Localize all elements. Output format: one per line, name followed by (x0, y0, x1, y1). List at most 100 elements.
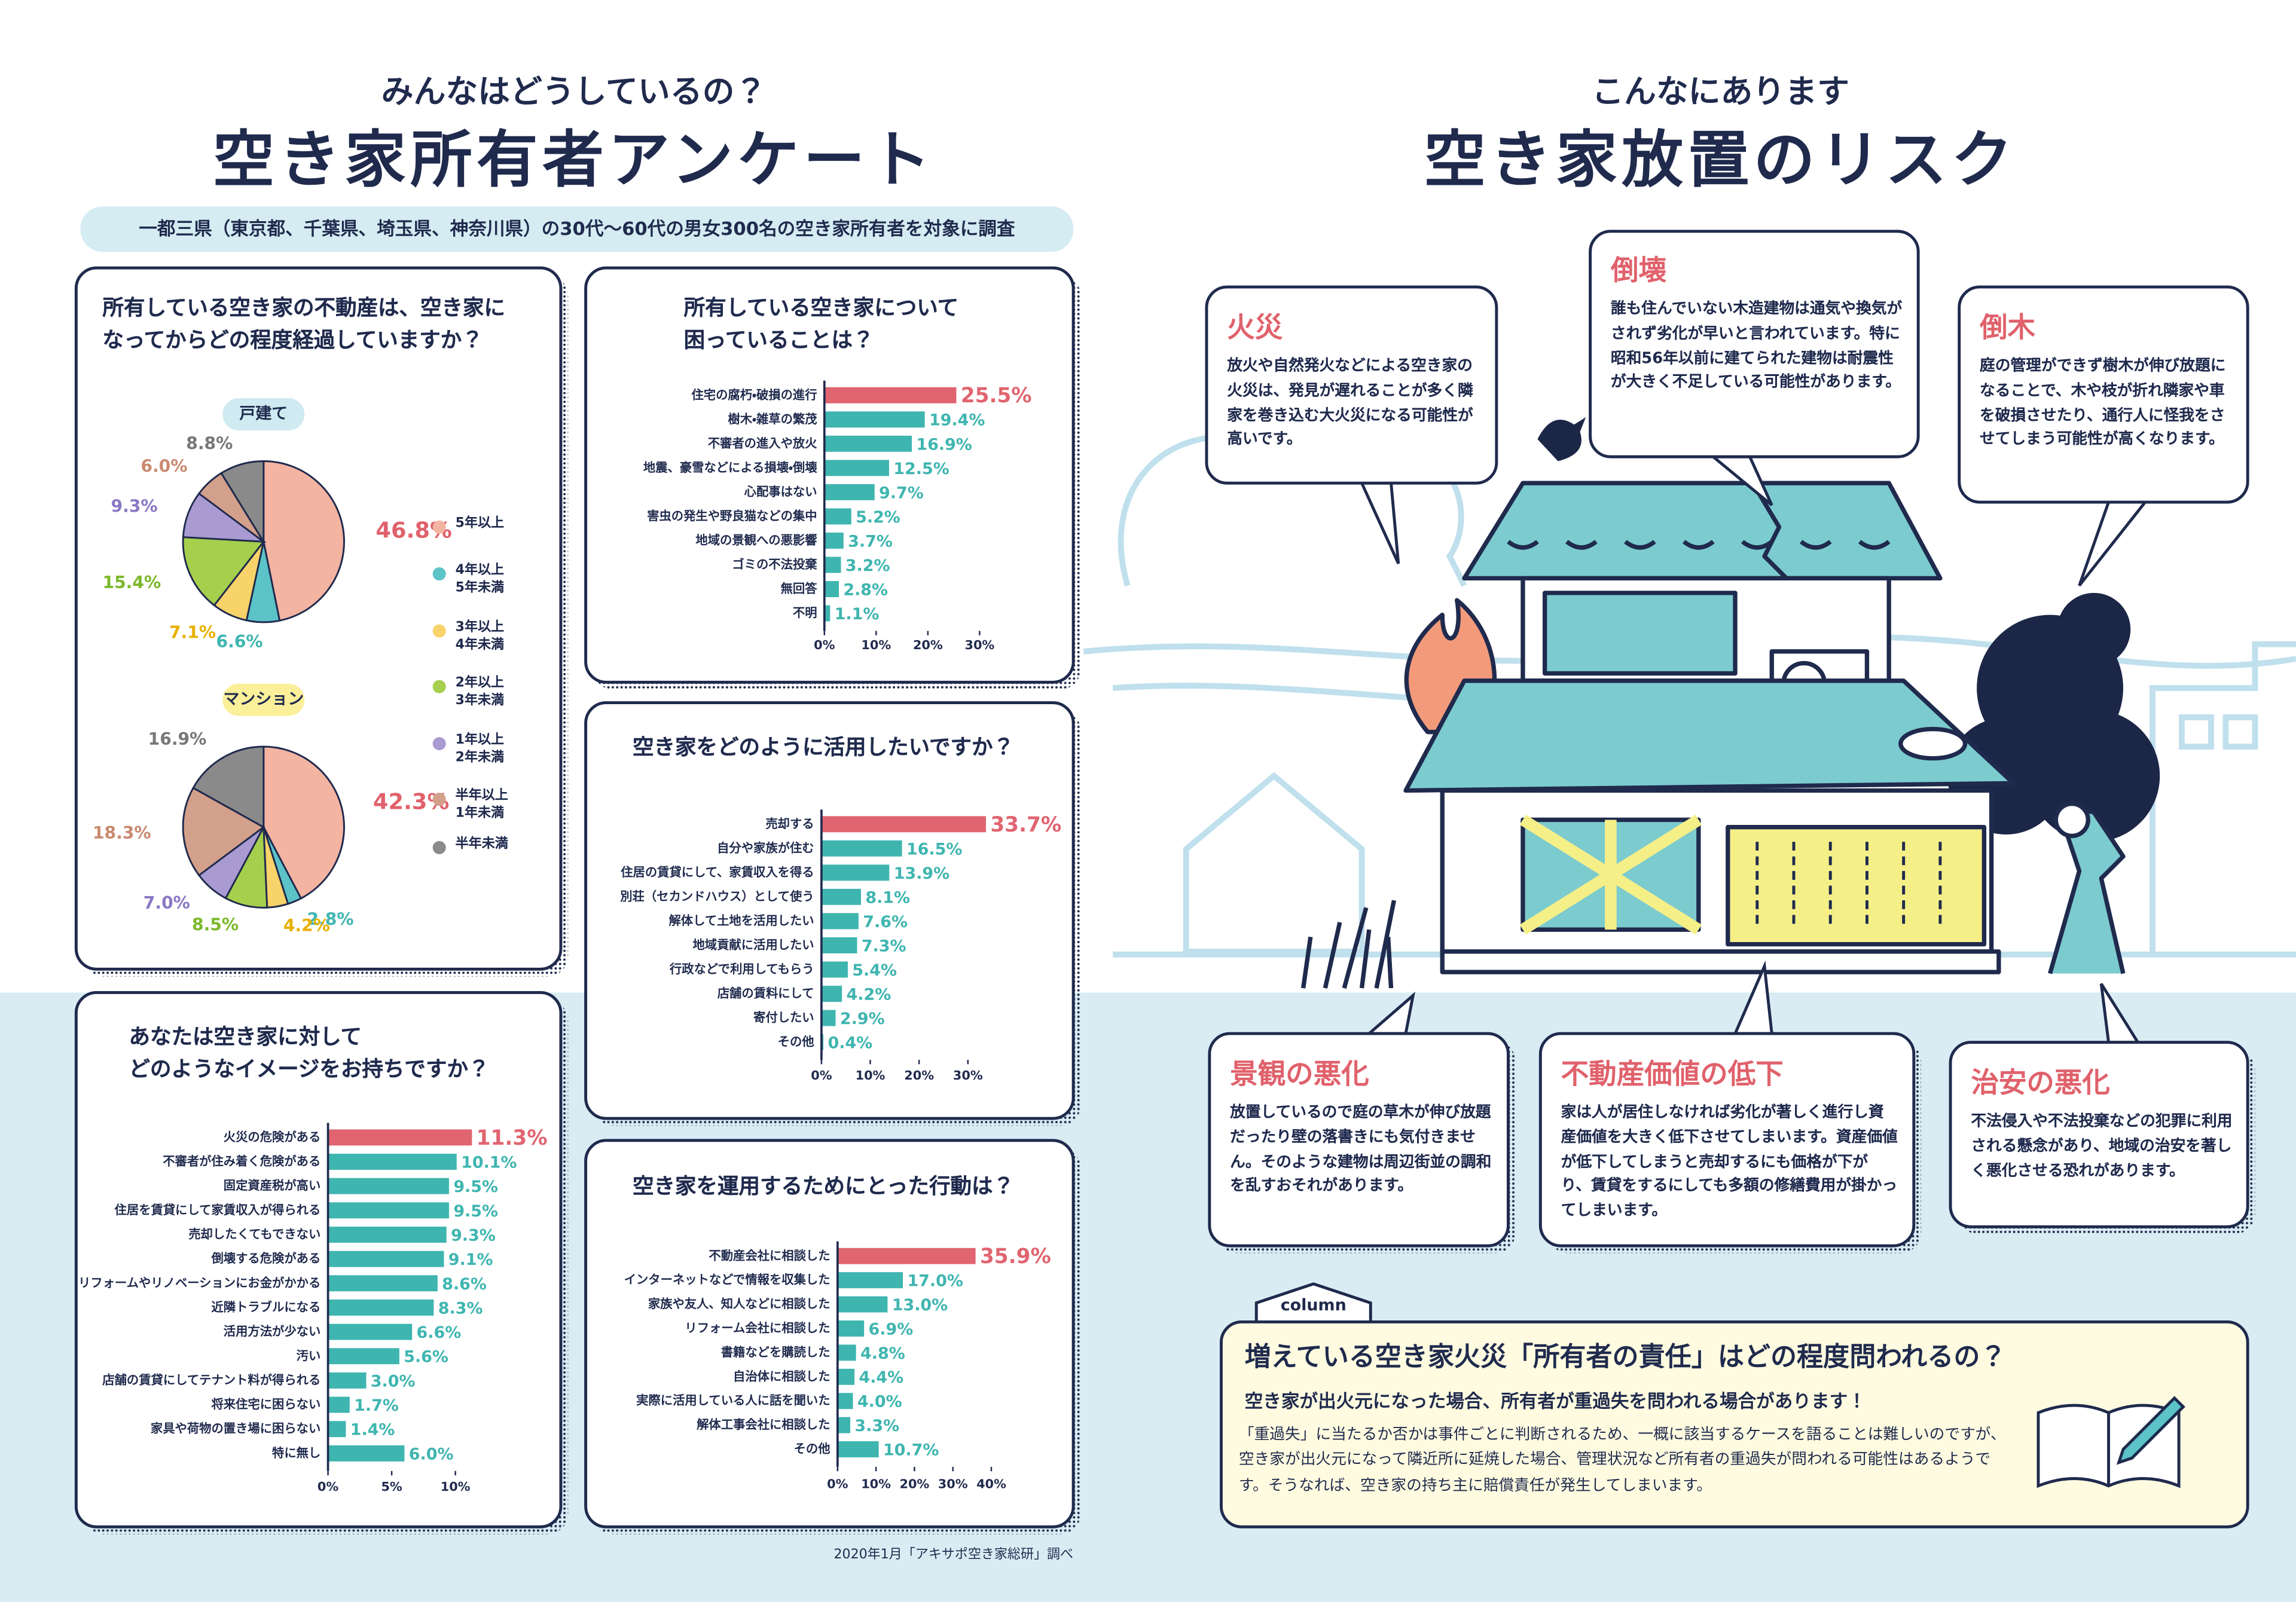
value-label: 10.7% (883, 1441, 939, 1459)
x-tick-label: 20% (899, 1476, 929, 1491)
bar (821, 1010, 836, 1026)
legend-label-frame: 5年以上 (455, 516, 505, 532)
value-label: 35.9% (980, 1245, 1051, 1268)
category-label: 地域貢献に活用したい (692, 937, 814, 952)
bar (837, 1344, 856, 1361)
legend-label-frame: 4年以上 5年未満 (455, 563, 505, 597)
category-label: 火災の危険がある (224, 1130, 321, 1144)
bar (837, 1417, 851, 1433)
risk-text: 庭の管理ができず樹木が伸び放題になることで、木や枝が折れ隣家や車を破損させたり、… (1980, 357, 2226, 449)
bar (824, 605, 831, 622)
x-tick-label: 0% (827, 1476, 848, 1491)
value-label: 7.3% (862, 937, 906, 955)
risk-text-frame: 放火や自然発火などによる空き家の火災は、発見が遅れることが多く隣家を巻き込む大火… (1227, 357, 1473, 449)
risks-title: 空き家放置のリスク (1424, 125, 2017, 196)
legend-label: 5年以上 (455, 516, 505, 532)
risk-title: 治安の悪化 (1971, 1066, 2110, 1099)
bar (821, 816, 986, 833)
question-frame: 所有している空き家の不動産は、空き家に なってからどの程度経過していますか？ (102, 297, 505, 353)
x-tick-label: 20% (904, 1068, 934, 1083)
category-label: リフォーム会社に相談した (685, 1320, 830, 1335)
category-label: 行政などで利用してもらう (669, 962, 814, 976)
bar (824, 532, 844, 549)
value-label: 9.5% (453, 1178, 498, 1196)
bar (824, 557, 841, 573)
x-tick-label: 30% (964, 638, 994, 652)
x-tick-label: 0% (317, 1479, 338, 1494)
x-tick-label: 10% (861, 1476, 891, 1491)
legend-swatch (432, 680, 446, 693)
bar (824, 411, 925, 428)
value-label: 25.5% (961, 384, 1032, 408)
category-label: 害虫の発生や野良猫などの集中 (647, 509, 817, 523)
category-label: 不審者が住み着く危険がある (163, 1154, 320, 1169)
value-label: 7.6% (863, 913, 908, 931)
category-label: 近隣トラブルになる (211, 1300, 320, 1314)
category-label: 特に無し (272, 1445, 320, 1460)
x-tick-label: 0% (811, 1068, 832, 1083)
value-label: 2.9% (840, 1010, 885, 1028)
bar (824, 484, 875, 500)
value-label: 13.9% (894, 864, 949, 883)
category-label: 不明 (793, 606, 817, 620)
pie-label: 4.2% (283, 916, 330, 935)
legend-label-frame: 半年以上 1年未満 (456, 789, 508, 821)
pie-name: マンション (224, 690, 304, 708)
value-label: 1.1% (835, 605, 880, 623)
value-label: 8.3% (438, 1299, 483, 1317)
risk-text: 放置しているので庭の草木が伸び放題だったり壁の落書きにも気付きません。そのような… (1230, 1103, 1492, 1196)
risk-title: 火災 (1227, 311, 1283, 344)
category-label: 別荘（セカンドハウス）として使う (620, 889, 814, 903)
category-label: 売却する (765, 817, 814, 831)
pie-slice (262, 745, 345, 900)
risks-kicker: こんなにあります (1592, 72, 1849, 110)
bar (824, 508, 851, 525)
bar (837, 1393, 853, 1410)
bar (837, 1320, 865, 1337)
house-illustration (1300, 417, 2160, 989)
risk-title: 倒壊 (1610, 254, 1667, 286)
category-label: インターネットなどで情報を収集した (624, 1273, 831, 1287)
legend-label: 4年以上 5年未満 (455, 563, 505, 597)
bar (824, 460, 889, 476)
value-label: 3.0% (371, 1372, 416, 1390)
bar (837, 1368, 855, 1385)
risk-text: 家は人が居住しなければ劣化が著しく進行し資産価値を大きく低下させてしまいます。資… (1561, 1103, 1898, 1220)
legend-swatch (432, 567, 446, 581)
category-label: その他 (778, 1035, 814, 1049)
category-label: 心配事はない (744, 484, 817, 499)
category-label: 地域の景観への悪影響 (695, 533, 817, 547)
bar (328, 1227, 447, 1243)
category-label: 住居を賃貸にして家賃収入が得られる (114, 1203, 321, 1217)
value-label: 4.4% (859, 1368, 903, 1387)
value-label: 4.2% (847, 985, 891, 1004)
value-label: 10.1% (461, 1153, 517, 1172)
pie-label: 9.3% (111, 496, 158, 516)
x-tick-label: 40% (976, 1476, 1006, 1491)
category-label: 無回答 (781, 582, 818, 596)
pie-label: 15.4% (103, 573, 161, 592)
pie-label: 16.9% (148, 729, 207, 749)
x-tick-label: 30% (938, 1476, 968, 1491)
bar (328, 1154, 457, 1170)
category-label: 地震、豪雪などによる損壊・倒壊 (643, 460, 817, 475)
category-label: その他 (794, 1442, 831, 1456)
legend-swatch (432, 520, 446, 534)
pie-slice (192, 745, 265, 829)
pie-slice (182, 536, 265, 607)
category-label: 樹木・雑草の繁茂 (728, 412, 817, 426)
bar (824, 435, 912, 452)
bar (328, 1300, 434, 1316)
risk-text-frame: 家は人が居住しなければ劣化が著しく進行し資産価値を大きく低下させてしまいます。資… (1561, 1103, 1898, 1220)
bar (328, 1348, 399, 1365)
pie-slice (262, 460, 345, 622)
question: 空き家を運用するためにとった行動は？ (632, 1175, 1015, 1199)
pie-label: 6.0% (141, 457, 187, 476)
category-label: 住宅の腐朽・破損の進行 (691, 387, 817, 402)
category-label: 将来住宅に困らない (211, 1397, 320, 1411)
bar (837, 1441, 879, 1457)
category-label: 売却したくてもできない (188, 1227, 320, 1242)
value-label: 1.4% (350, 1421, 395, 1439)
column-body: 「重過失」に当たるか否かは事件ごとに判断されるため、一概に該当するケースを語るこ… (1238, 1426, 2006, 1494)
risk-text-frame: 放置しているので庭の草木が伸び放題だったり壁の落書きにも気付きません。そのような… (1230, 1103, 1492, 1196)
